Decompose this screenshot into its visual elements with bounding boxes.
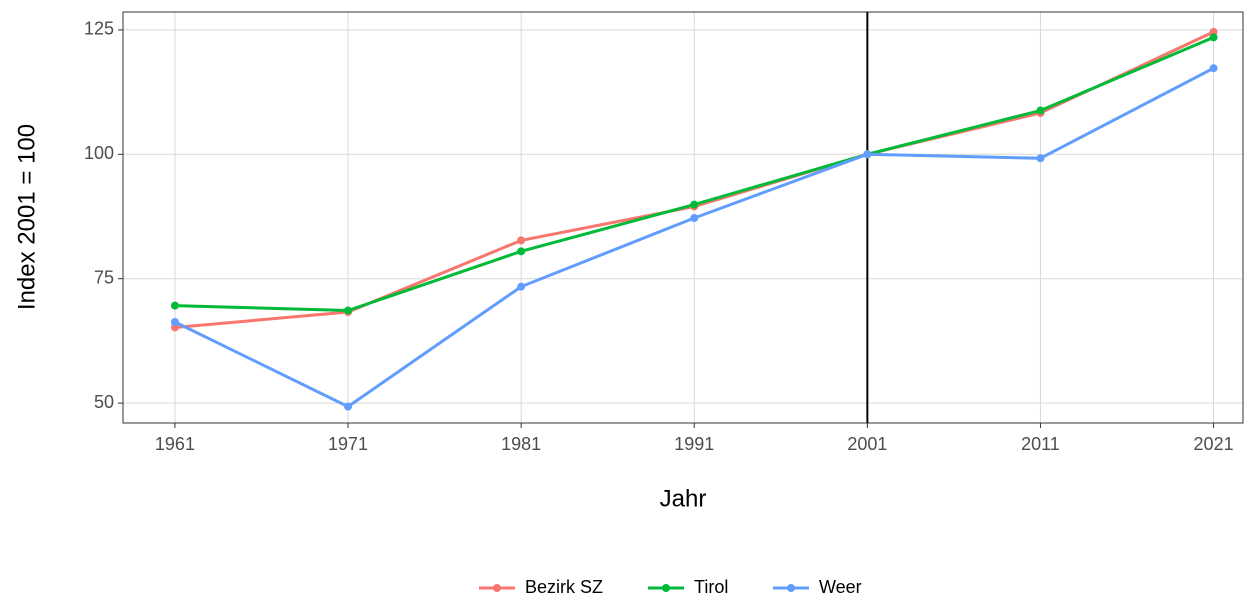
data-point	[170, 317, 179, 326]
x-tick-label: 1991	[674, 434, 714, 454]
data-point	[517, 247, 526, 256]
data-point	[690, 213, 699, 222]
data-point	[517, 282, 526, 291]
x-tick-label: 1971	[328, 434, 368, 454]
y-tick-label: 100	[84, 143, 114, 163]
legend-label: Tirol	[694, 577, 728, 597]
x-tick-label: 1981	[501, 434, 541, 454]
data-point	[170, 323, 179, 332]
data-point	[1036, 106, 1045, 115]
data-point	[344, 306, 353, 315]
data-point	[344, 402, 353, 411]
data-point	[1209, 64, 1218, 73]
x-tick-label: 1961	[155, 434, 195, 454]
x-tick-label: 2021	[1194, 434, 1234, 454]
data-point	[170, 301, 179, 310]
x-tick-label: 2001	[847, 434, 887, 454]
y-tick-label: 75	[94, 267, 114, 287]
y-tick-label: 50	[94, 392, 114, 412]
data-point	[863, 150, 872, 159]
y-tick-label: 125	[84, 19, 114, 39]
data-point	[1209, 33, 1218, 42]
data-point	[1209, 27, 1218, 36]
data-point	[517, 236, 526, 245]
legend-label: Bezirk SZ	[525, 577, 603, 597]
x-axis-title: Jahr	[660, 485, 707, 512]
data-point	[1036, 154, 1045, 163]
legend-key-point	[493, 584, 501, 592]
panel-border	[122, 11, 1244, 424]
x-tick-label: 2011	[1021, 434, 1060, 454]
legend-label: Weer	[819, 577, 862, 597]
data-point	[690, 200, 699, 209]
legend-key-point	[662, 584, 670, 592]
y-axis-title: Index 2001 = 100	[13, 124, 40, 310]
legend-key-point	[787, 584, 795, 592]
